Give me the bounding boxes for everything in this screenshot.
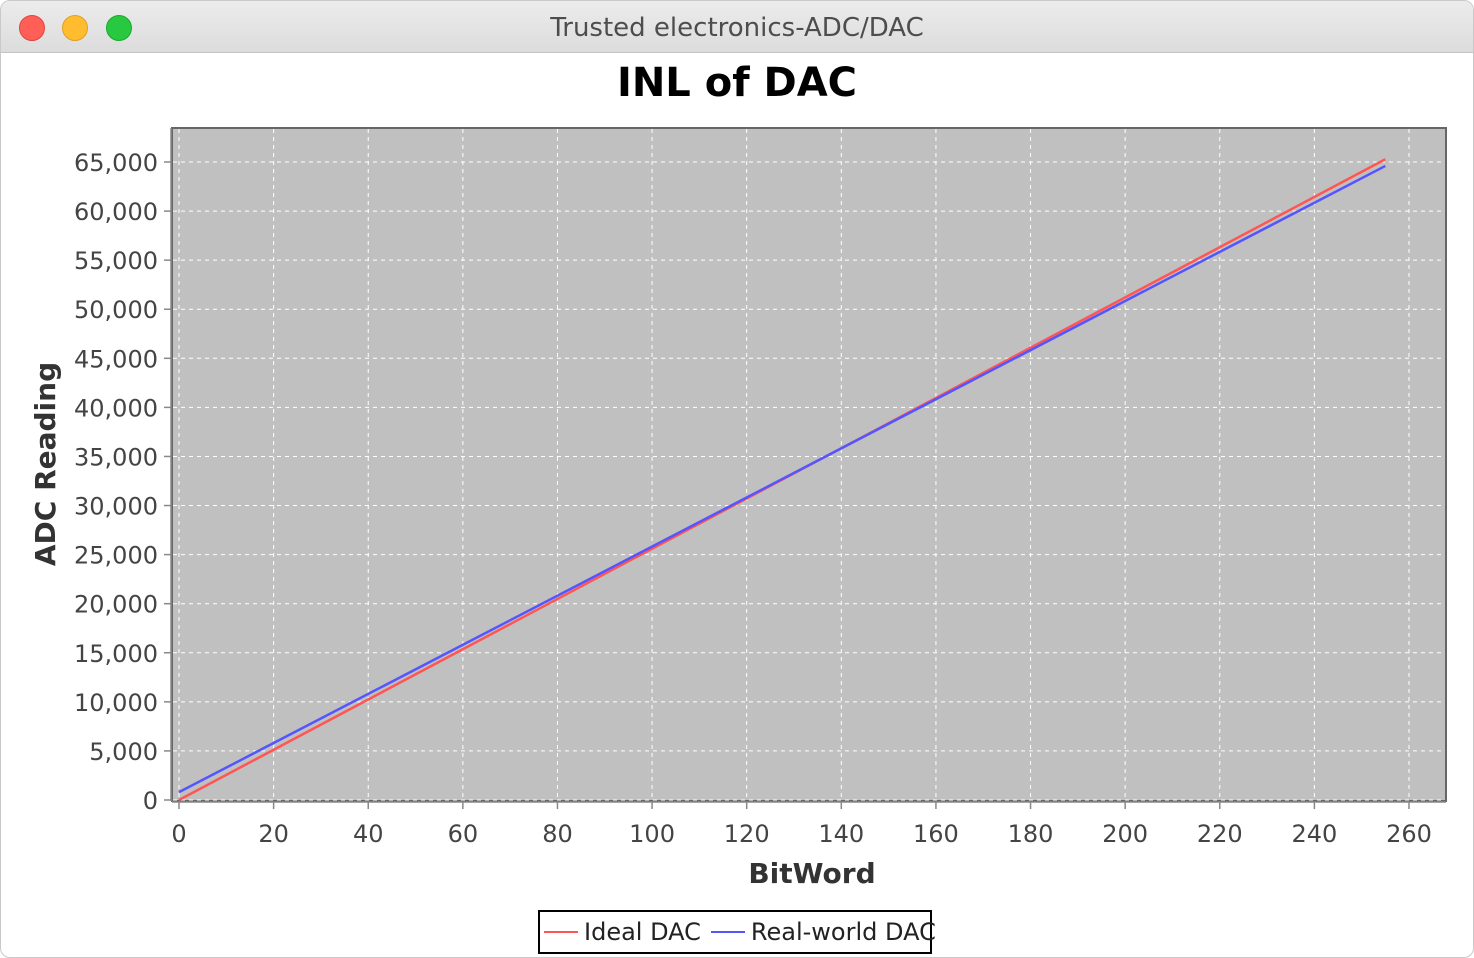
- chart-legend: Ideal DAC Real-world DAC: [538, 910, 936, 954]
- x-axis-label: BitWord: [748, 857, 875, 890]
- grid-lines: [173, 129, 1445, 801]
- x-tick-label: 220: [1197, 820, 1243, 848]
- y-tick-label: 45,000: [74, 345, 158, 373]
- series-line-real-world-dac: [178, 164, 1386, 794]
- y-tick-label: 20,000: [74, 591, 158, 619]
- chart-title: INL of DAC: [617, 60, 857, 106]
- y-tick-label: 65,000: [74, 149, 158, 177]
- y-tick-label: 60,000: [74, 198, 158, 226]
- legend-label-real: Real-world DAC: [750, 918, 936, 946]
- y-tick-label: 0: [143, 787, 158, 815]
- legend-label-ideal: Ideal DAC: [584, 918, 701, 946]
- legend-item-ideal: Ideal DAC: [544, 918, 701, 946]
- y-tick-label: 40,000: [74, 394, 158, 422]
- minimize-window-button[interactable]: [62, 15, 88, 41]
- x-tick-label: 160: [913, 820, 959, 848]
- y-tick-label: 10,000: [74, 689, 158, 717]
- x-tick-label: 140: [818, 820, 864, 848]
- window-title: Trusted electronics-ADC/DAC: [550, 13, 924, 43]
- x-tick-label: 180: [1008, 820, 1054, 848]
- y-tick-label: 50,000: [74, 296, 158, 324]
- x-tick-label: 240: [1291, 820, 1337, 848]
- close-window-button[interactable]: [19, 15, 45, 41]
- legend-swatch-real: [710, 931, 745, 933]
- x-tick-label: 60: [448, 820, 479, 848]
- x-tick-label: 20: [258, 820, 289, 848]
- legend-swatch-ideal: [544, 931, 578, 933]
- y-tick-label: 5,000: [89, 738, 158, 766]
- zoom-window-button[interactable]: [106, 15, 132, 41]
- y-tick-label: 30,000: [74, 493, 158, 521]
- axes: 0 20 40 60 80 100 120 140 160 180 200 220 240 260 0 5,0…: [74, 128, 1446, 848]
- x-tick-label: 260: [1386, 820, 1432, 848]
- y-tick-label: 15,000: [74, 640, 158, 668]
- y-tick-label: 25,000: [74, 542, 158, 570]
- series-lines: [178, 158, 1386, 802]
- x-tick-label: 40: [353, 820, 384, 848]
- legend-item-real: Real-world DAC: [710, 918, 936, 946]
- window-titlebar[interactable]: Trusted electronics-ADC/DAC: [1, 1, 1473, 53]
- x-tick-label: 120: [724, 820, 770, 848]
- x-tick-label: 80: [542, 820, 573, 848]
- x-tick-label: 0: [171, 820, 186, 848]
- y-tick-label: 35,000: [74, 443, 158, 471]
- y-axis-label: ADC Reading: [29, 362, 62, 566]
- x-tick-label: 100: [629, 820, 675, 848]
- y-tick-label: 55,000: [74, 247, 158, 275]
- x-tick-label: 200: [1102, 820, 1148, 848]
